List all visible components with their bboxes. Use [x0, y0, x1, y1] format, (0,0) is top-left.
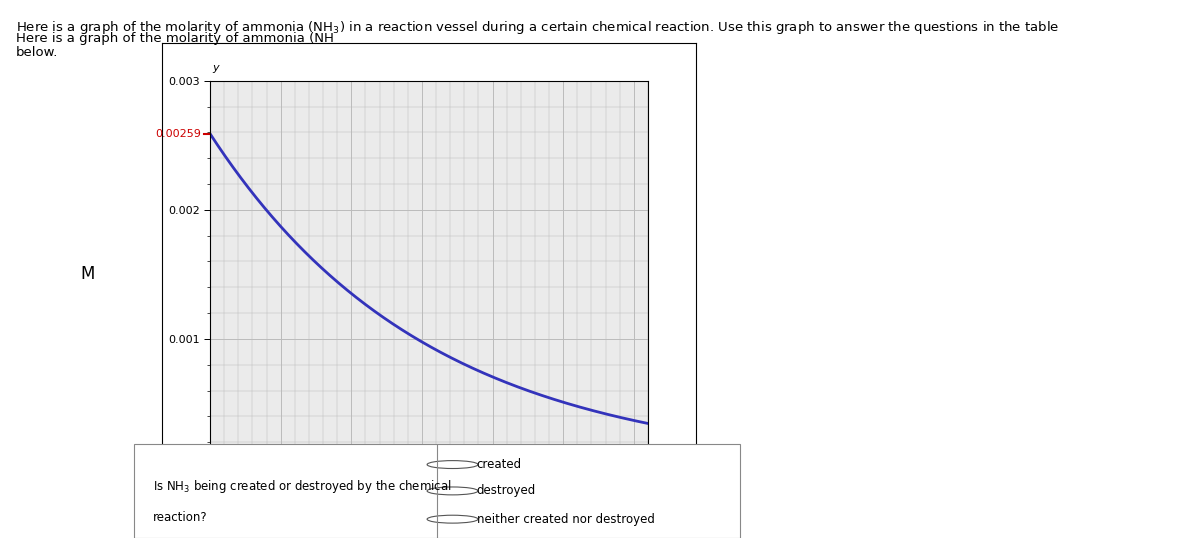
Text: created: created: [476, 458, 522, 471]
Text: destroyed: destroyed: [476, 484, 536, 498]
Text: Is NH$_3$ being created or destroyed by the chemical: Is NH$_3$ being created or destroyed by …: [152, 478, 451, 495]
FancyBboxPatch shape: [134, 444, 740, 538]
Text: neither created nor destroyed: neither created nor destroyed: [476, 513, 655, 526]
Text: Here is a graph of the molarity of ammonia $\left(\mathrm{NH_3}\right)$ in a rea: Here is a graph of the molarity of ammon…: [16, 19, 1058, 36]
Text: x: x: [654, 474, 661, 484]
Text: M: M: [80, 265, 95, 284]
Text: 0.00259: 0.00259: [156, 129, 202, 139]
Text: below.: below.: [16, 46, 58, 59]
Text: Here is a graph of the molarity of ammonia (NH: Here is a graph of the molarity of ammon…: [16, 32, 334, 45]
X-axis label: seconds: seconds: [397, 497, 461, 511]
Text: y: y: [212, 63, 218, 73]
Text: reaction?: reaction?: [152, 511, 208, 524]
